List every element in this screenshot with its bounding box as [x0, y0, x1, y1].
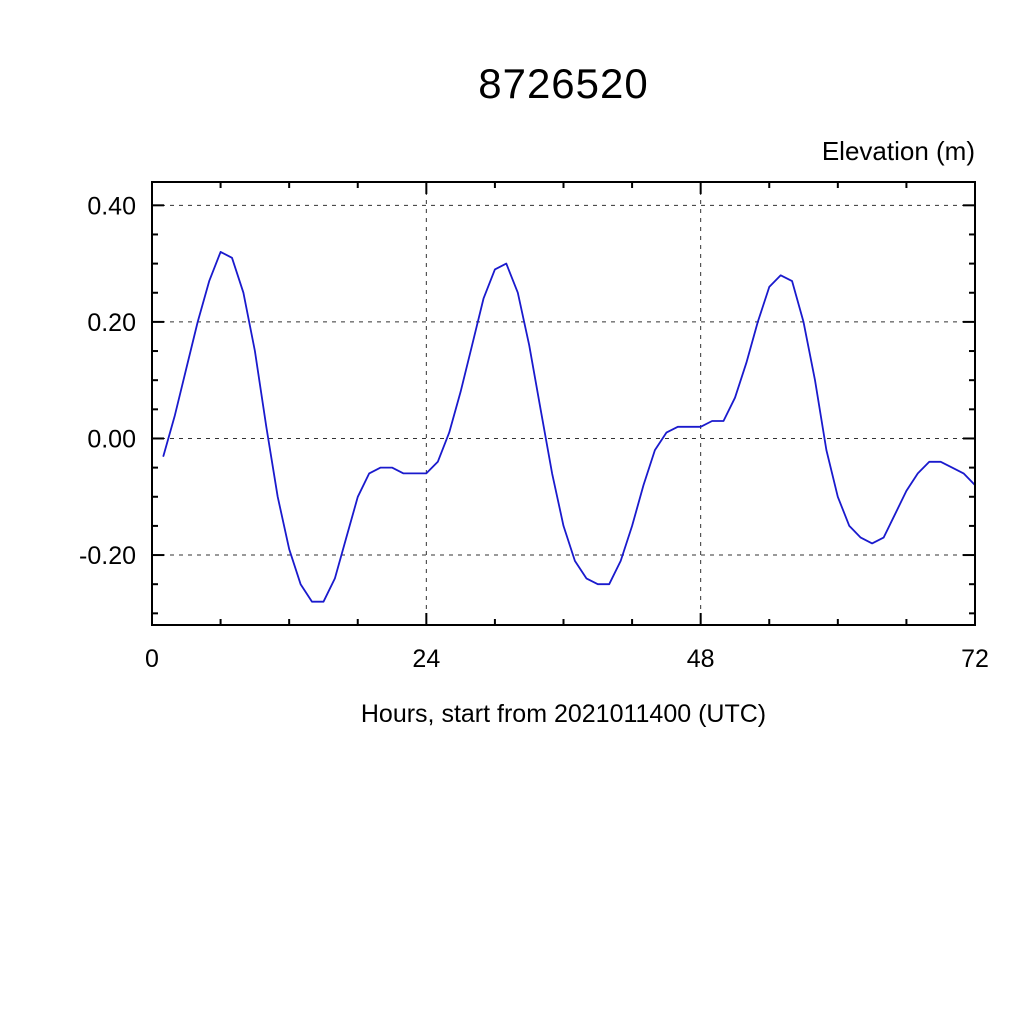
- y-axis-title: Elevation (m): [821, 136, 975, 166]
- x-tick-label: 0: [145, 645, 159, 673]
- y-tick-label: -0.20: [79, 542, 136, 570]
- x-tick-label: 48: [687, 645, 715, 673]
- chart-title: 8726520: [478, 60, 649, 107]
- tide-curve: [162, 250, 976, 603]
- y-tick-label: 0.00: [87, 425, 136, 453]
- plot-frame: [151, 181, 976, 626]
- y-tick-label: 0.40: [87, 192, 136, 220]
- x-tick-label: 24: [412, 645, 440, 673]
- x-tick-label: 72: [961, 645, 989, 673]
- x-axis-title: Hours, start from 2021011400 (UTC): [360, 700, 767, 728]
- y-tick-label: 0.20: [87, 309, 136, 337]
